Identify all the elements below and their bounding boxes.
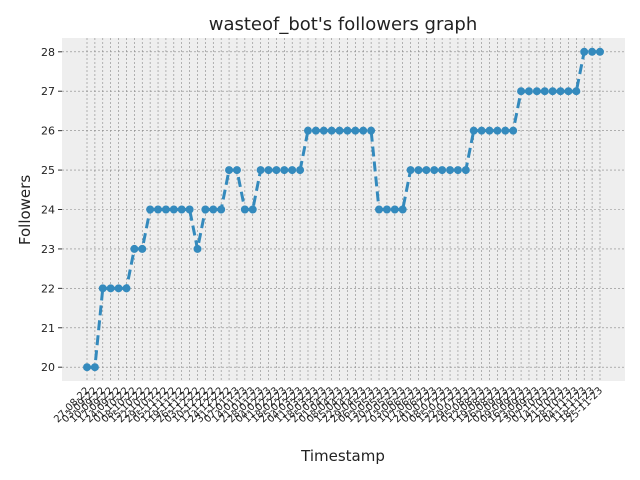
data-point bbox=[564, 87, 573, 96]
data-point bbox=[335, 126, 344, 135]
data-point bbox=[438, 166, 447, 175]
data-point bbox=[106, 284, 115, 293]
data-point bbox=[382, 205, 391, 214]
y-tick-label: 27 bbox=[41, 85, 55, 98]
marks bbox=[83, 47, 604, 372]
data-point bbox=[319, 126, 328, 135]
data-point bbox=[169, 205, 178, 214]
data-point bbox=[446, 166, 455, 175]
data-point bbox=[296, 166, 305, 175]
grid bbox=[62, 38, 625, 381]
data-point bbox=[367, 126, 376, 135]
data-point bbox=[351, 126, 360, 135]
data-point bbox=[485, 126, 494, 135]
data-point bbox=[288, 166, 297, 175]
data-point bbox=[548, 87, 557, 96]
x-axis-label: Timestamp bbox=[300, 447, 385, 465]
data-point bbox=[359, 126, 368, 135]
y-tick-label: 20 bbox=[41, 361, 55, 374]
data-point bbox=[193, 244, 202, 253]
data-point bbox=[217, 205, 226, 214]
data-point bbox=[524, 87, 533, 96]
data-point bbox=[122, 284, 131, 293]
data-point bbox=[422, 166, 431, 175]
data-point bbox=[517, 87, 526, 96]
y-tick-label: 23 bbox=[41, 243, 55, 256]
data-point bbox=[398, 205, 407, 214]
data-point bbox=[83, 363, 91, 372]
data-point bbox=[390, 205, 399, 214]
data-point bbox=[430, 166, 439, 175]
data-point bbox=[414, 166, 423, 175]
data-point bbox=[311, 126, 320, 135]
data-point bbox=[461, 166, 470, 175]
data-point bbox=[493, 126, 502, 135]
data-point bbox=[264, 166, 273, 175]
data-point bbox=[225, 166, 234, 175]
data-point bbox=[477, 126, 486, 135]
data-point bbox=[146, 205, 155, 214]
data-point bbox=[138, 244, 147, 253]
data-point bbox=[572, 87, 581, 96]
data-point bbox=[98, 284, 107, 293]
data-point bbox=[596, 47, 604, 56]
data-point bbox=[509, 126, 518, 135]
data-point bbox=[588, 47, 597, 56]
y-tick-label: 21 bbox=[41, 322, 55, 335]
data-point bbox=[303, 126, 312, 135]
y-tick-label: 26 bbox=[41, 125, 55, 138]
data-point bbox=[154, 205, 163, 214]
data-point bbox=[232, 166, 241, 175]
y-tick-label: 24 bbox=[41, 204, 55, 217]
data-point bbox=[185, 205, 194, 214]
data-point bbox=[469, 126, 478, 135]
data-point bbox=[501, 126, 510, 135]
data-point bbox=[375, 205, 384, 214]
data-point bbox=[556, 87, 565, 96]
y-tick-label: 25 bbox=[41, 164, 55, 177]
y-tick-label: 28 bbox=[41, 46, 55, 59]
data-point bbox=[90, 363, 99, 372]
y-axis-label: Followers bbox=[16, 175, 34, 245]
data-point bbox=[256, 166, 265, 175]
data-point bbox=[114, 284, 123, 293]
y-tick-label: 22 bbox=[41, 282, 55, 295]
data-point bbox=[453, 166, 462, 175]
data-point bbox=[201, 205, 210, 214]
data-point bbox=[209, 205, 218, 214]
data-point bbox=[248, 205, 257, 214]
data-point bbox=[532, 87, 541, 96]
data-point bbox=[280, 166, 289, 175]
chart-title: wasteof_bot's followers graph bbox=[209, 14, 478, 35]
data-point bbox=[272, 166, 281, 175]
data-point bbox=[161, 205, 170, 214]
data-point bbox=[540, 87, 549, 96]
data-point bbox=[406, 166, 415, 175]
data-point bbox=[177, 205, 186, 214]
data-point bbox=[327, 126, 336, 135]
data-point bbox=[580, 47, 589, 56]
data-point bbox=[343, 126, 352, 135]
data-point bbox=[130, 244, 139, 253]
data-point bbox=[240, 205, 249, 214]
